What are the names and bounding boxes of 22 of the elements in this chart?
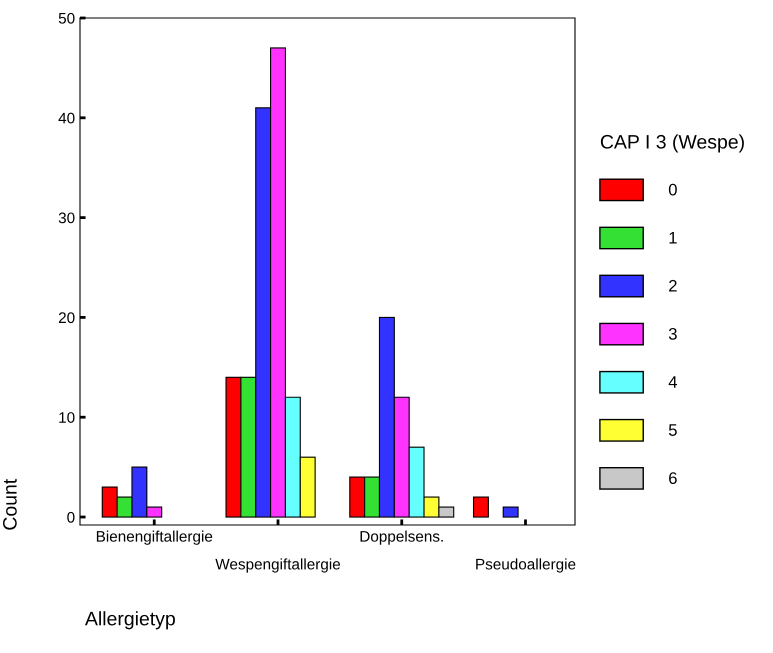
legend-title: CAP I 3 (Wespe): [600, 134, 744, 153]
legend-label: 4: [668, 376, 678, 388]
y-tick-label: 50: [58, 12, 75, 24]
x-tick-label: Pseudoallergie: [476, 558, 576, 573]
x-axis-title: Allergietyp: [84, 611, 175, 630]
legend-label: 6: [669, 472, 677, 484]
y-tick-label: 0: [67, 512, 75, 523]
legend-label: 3: [668, 328, 677, 340]
y-axis-title: Count: [2, 478, 17, 530]
x-tick-label: Bienengiftallergie: [96, 530, 212, 545]
y-tick-label: 20: [58, 312, 75, 324]
bar: [472, 496, 489, 518]
legend-label: 1: [670, 232, 677, 244]
y-tick-label: 10: [59, 412, 75, 423]
y-tick-label: 30: [58, 212, 75, 224]
y-tick-label: 40: [58, 112, 75, 124]
x-tick-label: Wespengiftallergie: [215, 558, 340, 573]
legend-label: 0: [668, 184, 677, 196]
bar: [502, 506, 519, 518]
legend-label: 2: [669, 280, 677, 292]
legend-label: 5: [668, 424, 677, 436]
x-tick-label: Doppelsens.: [360, 530, 443, 545]
